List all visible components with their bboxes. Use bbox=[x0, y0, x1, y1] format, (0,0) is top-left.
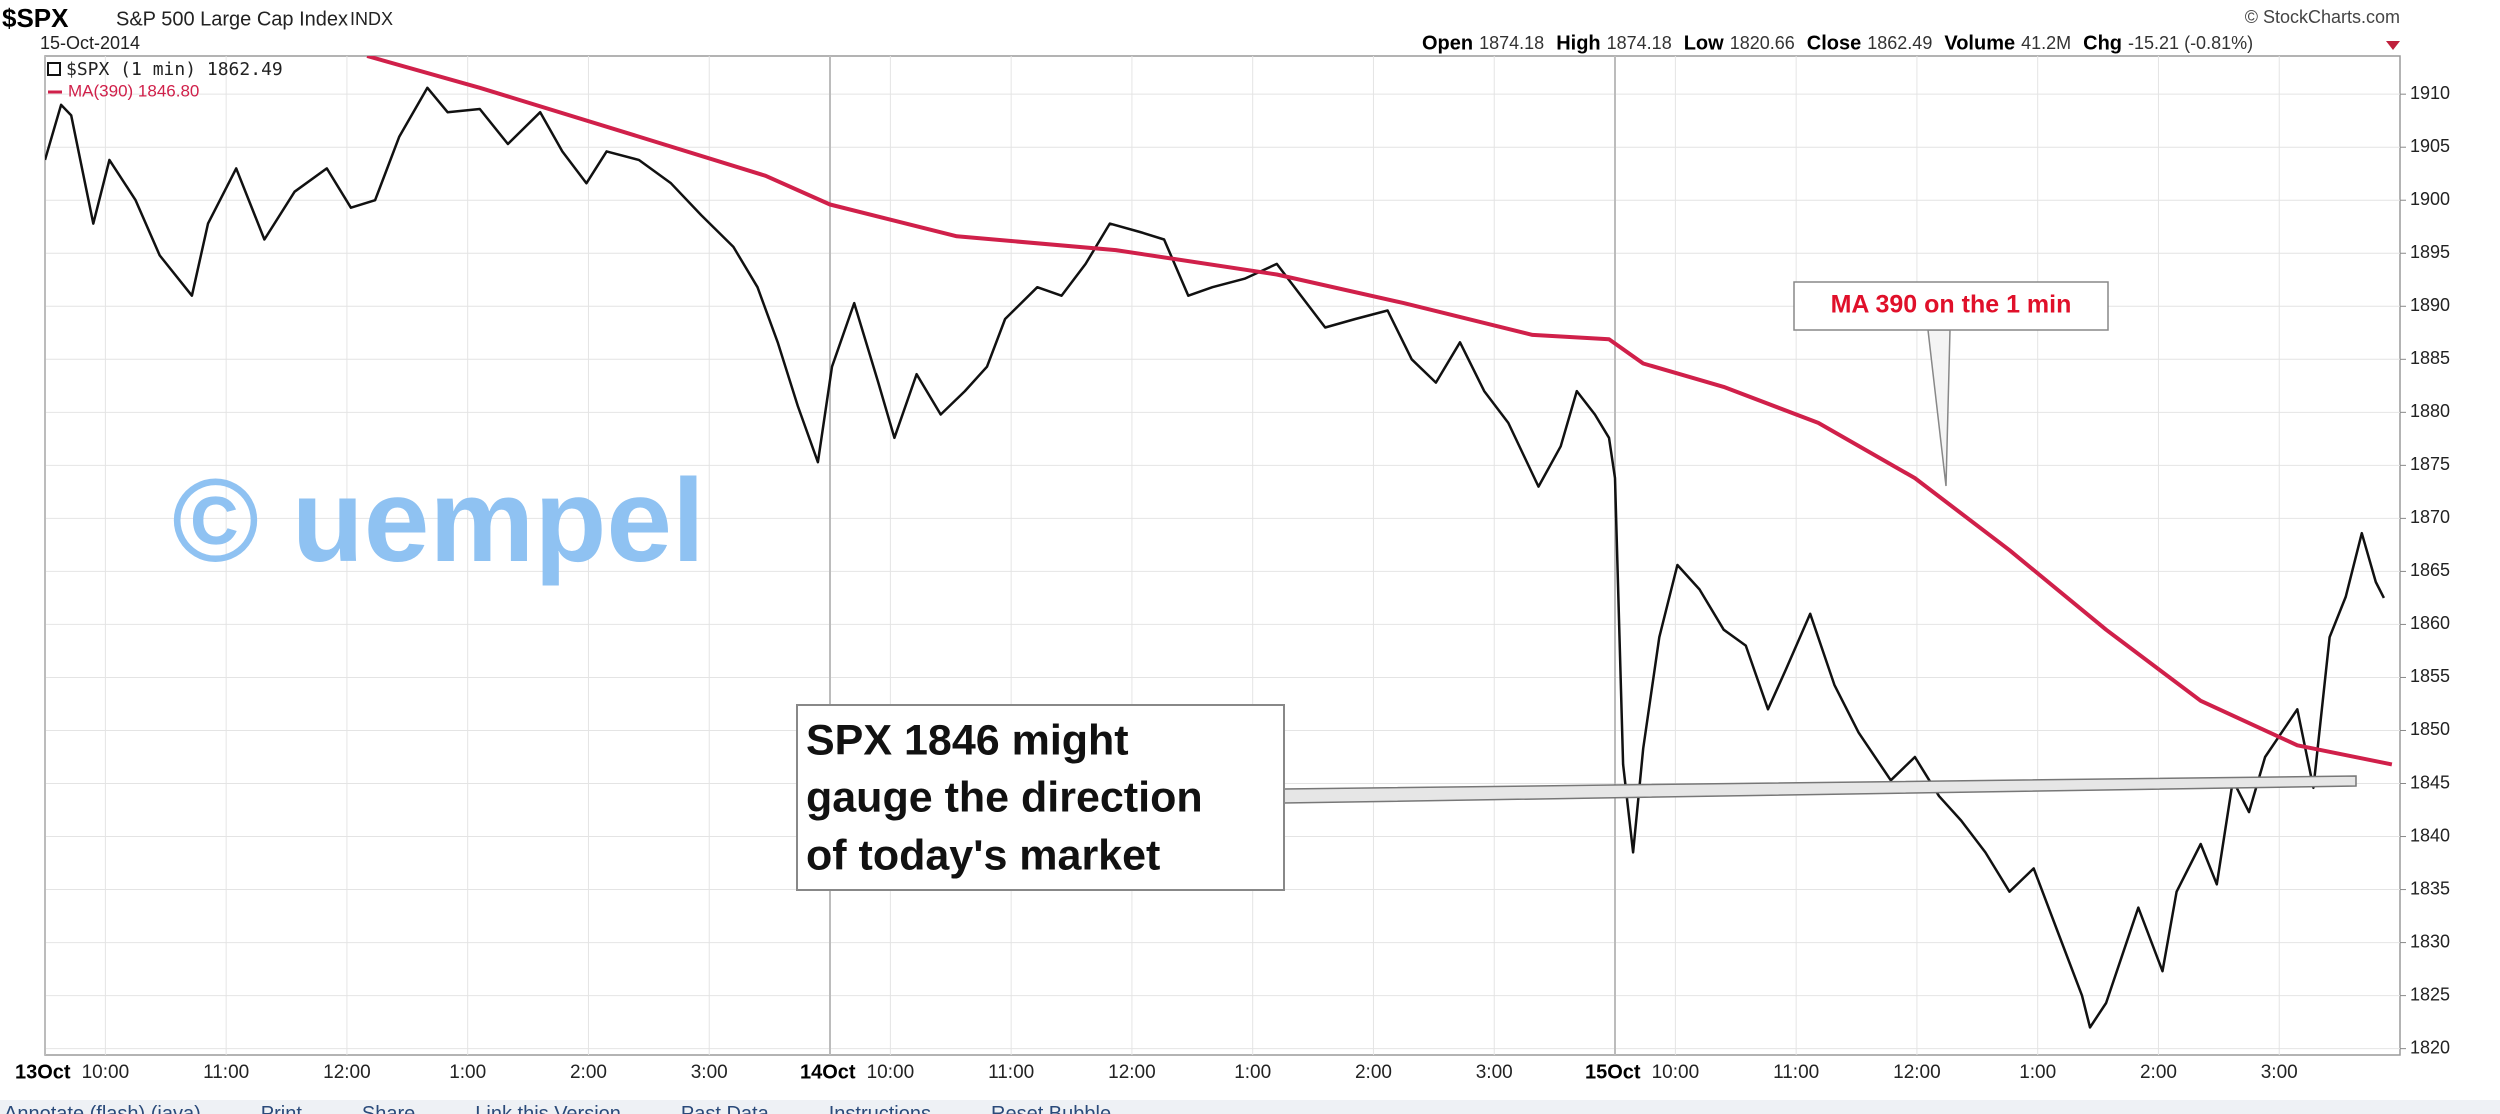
callout-text: SPX 1846 might bbox=[806, 716, 1129, 764]
stat-value: 1820.66 bbox=[1730, 33, 1795, 53]
x-tick-label: 12:00 bbox=[1893, 1062, 1941, 1083]
x-tick-label: 12:00 bbox=[323, 1062, 371, 1083]
toolbar-link[interactable]: Print bbox=[261, 1103, 303, 1114]
legend-label: MA(390) 1846.80 bbox=[68, 81, 199, 100]
x-tick-label: 14Oct bbox=[800, 1061, 856, 1083]
ma-line bbox=[366, 56, 2393, 767]
stat-value: 1862.49 bbox=[1867, 33, 1932, 53]
stat-value: -15.21 (-0.81%) bbox=[2128, 33, 2253, 53]
exchange: INDX bbox=[350, 9, 393, 29]
x-tick-label: 2:00 bbox=[1355, 1062, 1392, 1083]
x-tick-label: 1:00 bbox=[2019, 1062, 2056, 1083]
stat-value: 1874.18 bbox=[1607, 33, 1672, 53]
toolbar bbox=[0, 1100, 2500, 1114]
y-tick-label: 1880 bbox=[2410, 401, 2450, 421]
series-layer bbox=[45, 56, 2393, 1029]
stat-label: Chg bbox=[2083, 32, 2122, 54]
stat-value: 41.2M bbox=[2021, 33, 2071, 53]
watermark: © uempel bbox=[172, 455, 705, 587]
date: 15-Oct-2014 bbox=[40, 33, 140, 53]
stat-label: Close bbox=[1807, 32, 1861, 54]
credit: © StockCharts.com bbox=[2245, 7, 2400, 27]
x-tick-label: 3:00 bbox=[1476, 1062, 1513, 1083]
symbol: $SPX bbox=[2, 3, 69, 33]
x-tick-label: 1:00 bbox=[449, 1062, 486, 1083]
y-tick-label: 1860 bbox=[2410, 613, 2450, 633]
y-tick-label: 1900 bbox=[2410, 189, 2450, 209]
y-tick-label: 1820 bbox=[2410, 1037, 2450, 1057]
change-arrow bbox=[2386, 41, 2400, 50]
callout-box bbox=[796, 704, 1285, 891]
y-tick-label: 1840 bbox=[2410, 825, 2450, 845]
toolbar-link[interactable]: Past Data bbox=[681, 1103, 770, 1114]
toolbar-link[interactable]: Link this Version bbox=[475, 1103, 621, 1114]
y-tick-label: 1905 bbox=[2410, 136, 2450, 156]
index-name: S&P 500 Large Cap Index bbox=[116, 8, 348, 30]
x-tick-label: 11:00 bbox=[1773, 1062, 1819, 1083]
toolbar-link[interactable]: Share bbox=[362, 1103, 415, 1114]
y-tick-label: 1830 bbox=[2410, 931, 2450, 951]
stat-label: Low bbox=[1684, 32, 1724, 54]
toolbar-link[interactable]: Reset Bubble bbox=[991, 1103, 1111, 1114]
stat-label: Open bbox=[1422, 32, 1473, 54]
y-tick-label: 1885 bbox=[2410, 348, 2450, 368]
y-tick-label: 1865 bbox=[2410, 560, 2450, 580]
y-tick-label: 1855 bbox=[2410, 666, 2450, 686]
stat-label: High bbox=[1556, 32, 1600, 54]
callout-text: gauge the direction bbox=[806, 773, 1203, 821]
toolbar-link[interactable]: Instructions bbox=[829, 1103, 931, 1114]
y-tick-label: 1895 bbox=[2410, 242, 2450, 262]
x-tick-label: 13Oct bbox=[15, 1061, 71, 1083]
x-tick-label: 3:00 bbox=[2261, 1062, 2298, 1083]
y-tick-label: 1825 bbox=[2410, 984, 2450, 1004]
price-line bbox=[45, 86, 2386, 1029]
stat-label: Volume bbox=[1944, 32, 2015, 54]
callout-box bbox=[1793, 281, 2109, 331]
y-tick-label: 1850 bbox=[2410, 719, 2450, 739]
x-tick-label: 10:00 bbox=[1652, 1062, 1700, 1083]
stats: Open 1874.18 High 1874.18 Low 1820.66 Close 186… bbox=[1422, 32, 2253, 54]
y-tick-label: 1835 bbox=[2410, 878, 2450, 898]
legend-icon bbox=[47, 62, 61, 76]
callout-text: MA 390 on the 1 min bbox=[1831, 291, 2072, 319]
y-tick-label: 1875 bbox=[2410, 454, 2450, 474]
grid: 1820 1825 1830 1835 1840 1845 1850 1855 1860 1865… bbox=[15, 56, 2450, 1083]
stat-value: 1874.18 bbox=[1479, 33, 1544, 53]
y-tick-label: 1910 bbox=[2410, 83, 2450, 103]
x-tick-label: 2:00 bbox=[2140, 1062, 2177, 1083]
x-tick-label: 10:00 bbox=[82, 1062, 130, 1083]
toolbar-link[interactable]: Annotate (flash) (java) bbox=[4, 1103, 201, 1114]
callout-text: of today's market bbox=[806, 831, 1160, 879]
y-tick-label: 1890 bbox=[2410, 295, 2450, 315]
x-tick-label: 12:00 bbox=[1108, 1062, 1156, 1083]
x-tick-label: 2:00 bbox=[570, 1062, 607, 1083]
x-tick-label: 11:00 bbox=[988, 1062, 1034, 1083]
y-tick-label: 1845 bbox=[2410, 772, 2450, 792]
toolbar-items: Annotate (flash) (java) Print Share Link th… bbox=[4, 1103, 1111, 1114]
x-tick-label: 3:00 bbox=[691, 1062, 728, 1083]
legend-label: $SPX (1 min) 1862.49 bbox=[66, 59, 283, 80]
y-tick-label: 1870 bbox=[2410, 507, 2450, 527]
x-tick-label: 1:00 bbox=[1234, 1062, 1271, 1083]
x-tick-label: 10:00 bbox=[867, 1062, 915, 1083]
x-tick-label: 15Oct bbox=[1585, 1061, 1641, 1083]
x-tick-label: 11:00 bbox=[203, 1062, 249, 1083]
